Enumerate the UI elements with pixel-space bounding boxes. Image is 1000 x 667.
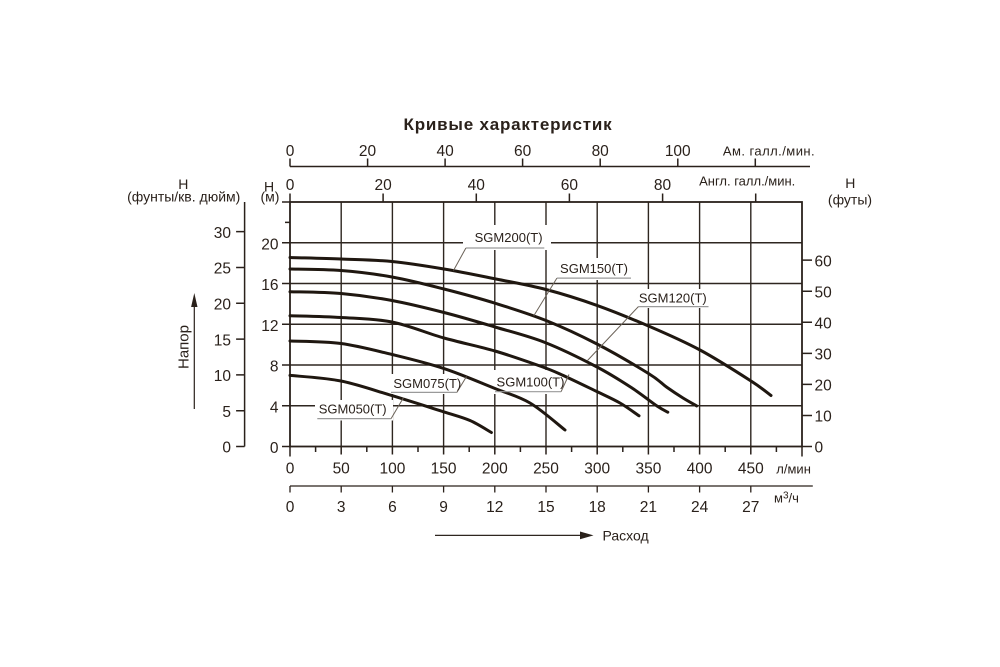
svg-text:м3/ч: м3/ч — [774, 491, 799, 506]
svg-text:350: 350 — [635, 461, 661, 478]
svg-text:SGM120(T): SGM120(T) — [639, 290, 707, 305]
svg-text:9: 9 — [439, 499, 448, 516]
svg-text:0: 0 — [286, 461, 295, 478]
svg-text:60: 60 — [815, 253, 833, 270]
svg-text:10: 10 — [815, 409, 833, 426]
svg-text:50: 50 — [815, 284, 833, 301]
svg-text:25: 25 — [214, 261, 231, 278]
svg-text:H: H — [178, 176, 188, 192]
svg-text:SGM050(T): SGM050(T) — [319, 402, 387, 417]
svg-text:80: 80 — [592, 143, 610, 160]
svg-text:H: H — [845, 175, 855, 191]
svg-text:40: 40 — [468, 177, 486, 194]
svg-text:27: 27 — [742, 499, 759, 516]
svg-text:20: 20 — [359, 143, 377, 160]
svg-text:60: 60 — [561, 177, 579, 194]
svg-text:12: 12 — [261, 318, 278, 335]
svg-text:21: 21 — [640, 499, 657, 516]
svg-text:4: 4 — [270, 399, 279, 416]
svg-text:18: 18 — [589, 499, 606, 516]
svg-text:20: 20 — [375, 177, 393, 194]
svg-text:5: 5 — [222, 404, 231, 421]
svg-text:3: 3 — [337, 499, 346, 516]
svg-text:300: 300 — [584, 461, 610, 478]
svg-text:SGM150(T): SGM150(T) — [560, 261, 628, 276]
svg-text:50: 50 — [333, 461, 351, 478]
svg-text:200: 200 — [482, 461, 508, 478]
svg-text:0: 0 — [286, 143, 295, 160]
svg-text:12: 12 — [486, 499, 503, 516]
svg-text:H: H — [264, 179, 274, 195]
svg-text:Напор: Напор — [176, 325, 193, 369]
svg-text:24: 24 — [691, 499, 709, 516]
svg-text:6: 6 — [388, 499, 397, 516]
svg-text:15: 15 — [214, 332, 231, 349]
svg-text:0: 0 — [270, 440, 279, 457]
svg-text:15: 15 — [537, 499, 554, 516]
svg-text:Кривые характеристик: Кривые характеристик — [404, 115, 613, 134]
svg-text:(фунты/кв. дюйм): (фунты/кв. дюйм) — [127, 188, 240, 204]
svg-text:20: 20 — [815, 378, 833, 395]
svg-text:(м): (м) — [261, 189, 280, 205]
svg-text:400: 400 — [687, 461, 713, 478]
svg-text:Ам. галл./мин.: Ам. галл./мин. — [723, 144, 815, 159]
svg-text:0: 0 — [222, 440, 231, 457]
svg-text:SGM100(T): SGM100(T) — [497, 374, 565, 389]
svg-text:8: 8 — [270, 359, 279, 376]
svg-text:16: 16 — [261, 277, 278, 294]
svg-text:0: 0 — [815, 440, 824, 457]
svg-text:250: 250 — [533, 461, 559, 478]
svg-text:100: 100 — [665, 143, 691, 160]
svg-text:20: 20 — [261, 236, 279, 253]
svg-text:Англ. галл./мин.: Англ. галл./мин. — [699, 174, 795, 189]
svg-text:л/мин: л/мин — [776, 461, 811, 476]
svg-text:20: 20 — [214, 296, 232, 313]
svg-text:SGM075(T): SGM075(T) — [393, 376, 461, 391]
svg-text:(футы): (футы) — [828, 192, 872, 208]
svg-text:30: 30 — [214, 225, 232, 242]
svg-text:Расход: Расход — [603, 527, 649, 543]
svg-text:100: 100 — [379, 461, 405, 478]
svg-text:SGM200(T): SGM200(T) — [475, 230, 543, 245]
svg-text:150: 150 — [431, 461, 457, 478]
svg-text:450: 450 — [738, 461, 764, 478]
svg-text:30: 30 — [815, 347, 833, 364]
svg-text:0: 0 — [286, 499, 295, 516]
svg-text:60: 60 — [514, 143, 532, 160]
svg-text:0: 0 — [286, 177, 295, 194]
svg-text:80: 80 — [654, 177, 672, 194]
svg-text:40: 40 — [436, 143, 454, 160]
svg-text:40: 40 — [815, 315, 833, 332]
svg-text:10: 10 — [214, 368, 232, 385]
